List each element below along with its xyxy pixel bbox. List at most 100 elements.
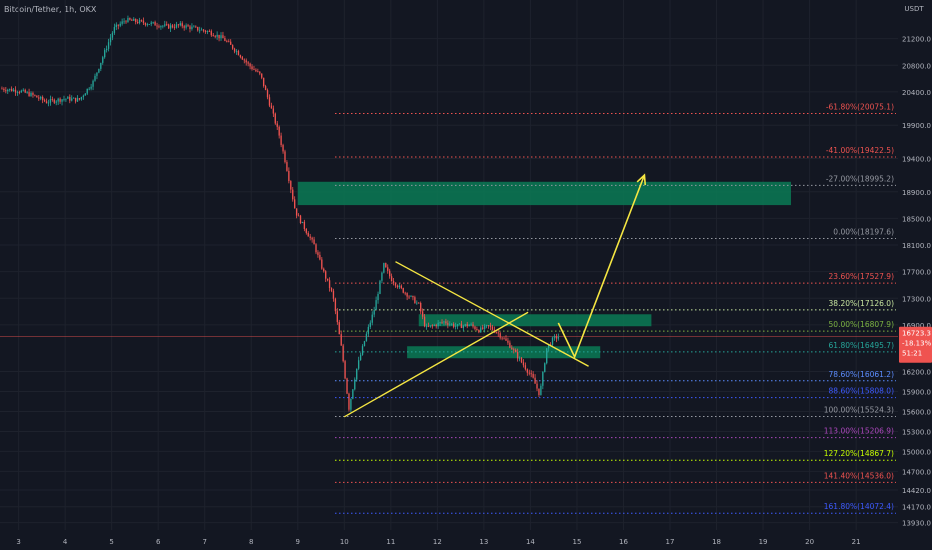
candle-body bbox=[532, 373, 534, 378]
candle-body bbox=[30, 92, 32, 97]
y-tick-label: 18500.0 bbox=[902, 215, 931, 223]
candle-body bbox=[458, 323, 461, 325]
candle-body bbox=[454, 326, 457, 328]
candle-body bbox=[303, 221, 306, 229]
candle-body bbox=[530, 373, 532, 375]
candle-body bbox=[431, 325, 434, 327]
candle-body bbox=[284, 151, 286, 163]
candle-body bbox=[49, 99, 52, 103]
candle-body bbox=[336, 311, 339, 323]
fib-level-label: 141.40%(14536.0) bbox=[824, 471, 894, 480]
candle-body bbox=[204, 30, 207, 32]
candle-body bbox=[307, 232, 309, 237]
candle-body bbox=[344, 361, 346, 379]
candle-body bbox=[427, 325, 430, 327]
y-tick-label: 15000.0 bbox=[902, 448, 931, 456]
fib-level-label: -41.00%(19422.5) bbox=[826, 146, 894, 155]
candle-body bbox=[63, 98, 65, 100]
candle-body bbox=[94, 75, 96, 81]
candle-body bbox=[328, 280, 331, 289]
fib-level-label: 127.20%(14867.7) bbox=[824, 449, 894, 458]
candle-body bbox=[38, 97, 40, 99]
y-tick-label: 20800.0 bbox=[902, 62, 931, 70]
y-tick-label: 20400.0 bbox=[902, 89, 931, 97]
current-price-badge bbox=[899, 326, 932, 363]
candle-body bbox=[390, 276, 393, 282]
candle-body bbox=[338, 322, 340, 335]
candle-body bbox=[487, 325, 490, 326]
candle-body bbox=[237, 51, 240, 56]
candle-body bbox=[177, 24, 180, 26]
candle-body bbox=[28, 92, 30, 97]
candle-body bbox=[522, 362, 525, 366]
candle-body bbox=[92, 80, 94, 87]
candle-body bbox=[540, 385, 542, 395]
candle-body bbox=[111, 32, 114, 38]
candle-body bbox=[470, 324, 472, 326]
candle-body bbox=[315, 244, 317, 253]
x-tick-label: 7 bbox=[202, 538, 206, 546]
candle-body bbox=[361, 346, 364, 355]
candle-body bbox=[193, 26, 195, 28]
x-tick-label: 12 bbox=[433, 538, 442, 546]
candle-body bbox=[102, 57, 104, 63]
candle-body bbox=[544, 363, 546, 372]
candle-body bbox=[297, 215, 300, 217]
y-tick-label: 17300.0 bbox=[902, 295, 931, 303]
candle-body bbox=[216, 34, 218, 37]
candle-body bbox=[346, 378, 348, 394]
candle-body bbox=[173, 27, 176, 29]
candle-body bbox=[439, 322, 441, 324]
candle-body bbox=[441, 322, 443, 324]
candle-body bbox=[160, 26, 162, 28]
candle-body bbox=[301, 221, 304, 224]
candle-body bbox=[356, 368, 358, 380]
candle-body bbox=[206, 31, 209, 32]
candle-body bbox=[528, 372, 530, 374]
candle-body bbox=[388, 270, 391, 277]
candle-body bbox=[131, 19, 133, 21]
y-tick-label: 16900.0 bbox=[902, 322, 931, 330]
candle-body bbox=[410, 295, 412, 297]
candle-body bbox=[371, 314, 373, 323]
candle-body bbox=[220, 35, 222, 39]
fib-level-label: 100.00%(15524.3) bbox=[824, 406, 894, 415]
candle-body bbox=[167, 24, 170, 29]
candle-body bbox=[305, 228, 307, 233]
time-axis bbox=[0, 530, 898, 550]
y-tick-label: 15900.0 bbox=[902, 389, 931, 397]
candle-body bbox=[22, 89, 24, 91]
candle-body bbox=[10, 88, 13, 92]
candle-body bbox=[414, 297, 416, 304]
fib-level-label: 38.20%(17126.0) bbox=[829, 299, 895, 308]
candle-body bbox=[290, 181, 292, 190]
candle-body bbox=[67, 96, 69, 99]
candle-body bbox=[276, 123, 278, 127]
candle-body bbox=[154, 22, 156, 26]
candle-body bbox=[342, 345, 344, 362]
x-tick-label: 21 bbox=[852, 538, 861, 546]
fib-level-label: 113.00%(15206.9) bbox=[824, 427, 894, 436]
current-price-value: 16723.3 bbox=[902, 330, 931, 338]
candle-body bbox=[264, 86, 267, 91]
fib-level-label: 50.00%(16807.9) bbox=[829, 320, 895, 329]
candle-body bbox=[292, 189, 294, 200]
candle-body bbox=[5, 90, 7, 92]
candle-body bbox=[78, 98, 81, 100]
candle-body bbox=[480, 327, 482, 333]
candle-body bbox=[119, 23, 121, 26]
candle-body bbox=[65, 98, 67, 100]
fib-level-label: 78.60%(16061.2) bbox=[829, 370, 895, 379]
candle-body bbox=[107, 42, 110, 49]
candle-body bbox=[109, 37, 112, 43]
y-tick-label: 18100.0 bbox=[902, 242, 931, 250]
candle-body bbox=[90, 86, 92, 89]
candle-body bbox=[387, 267, 389, 271]
candle-body bbox=[181, 23, 183, 27]
y-tick-label: 16200.0 bbox=[902, 369, 931, 377]
candle-body bbox=[179, 23, 181, 26]
candle-body bbox=[34, 94, 36, 96]
fib-level-label: 161.80%(14072.4) bbox=[824, 502, 894, 511]
candle-body bbox=[468, 325, 470, 327]
